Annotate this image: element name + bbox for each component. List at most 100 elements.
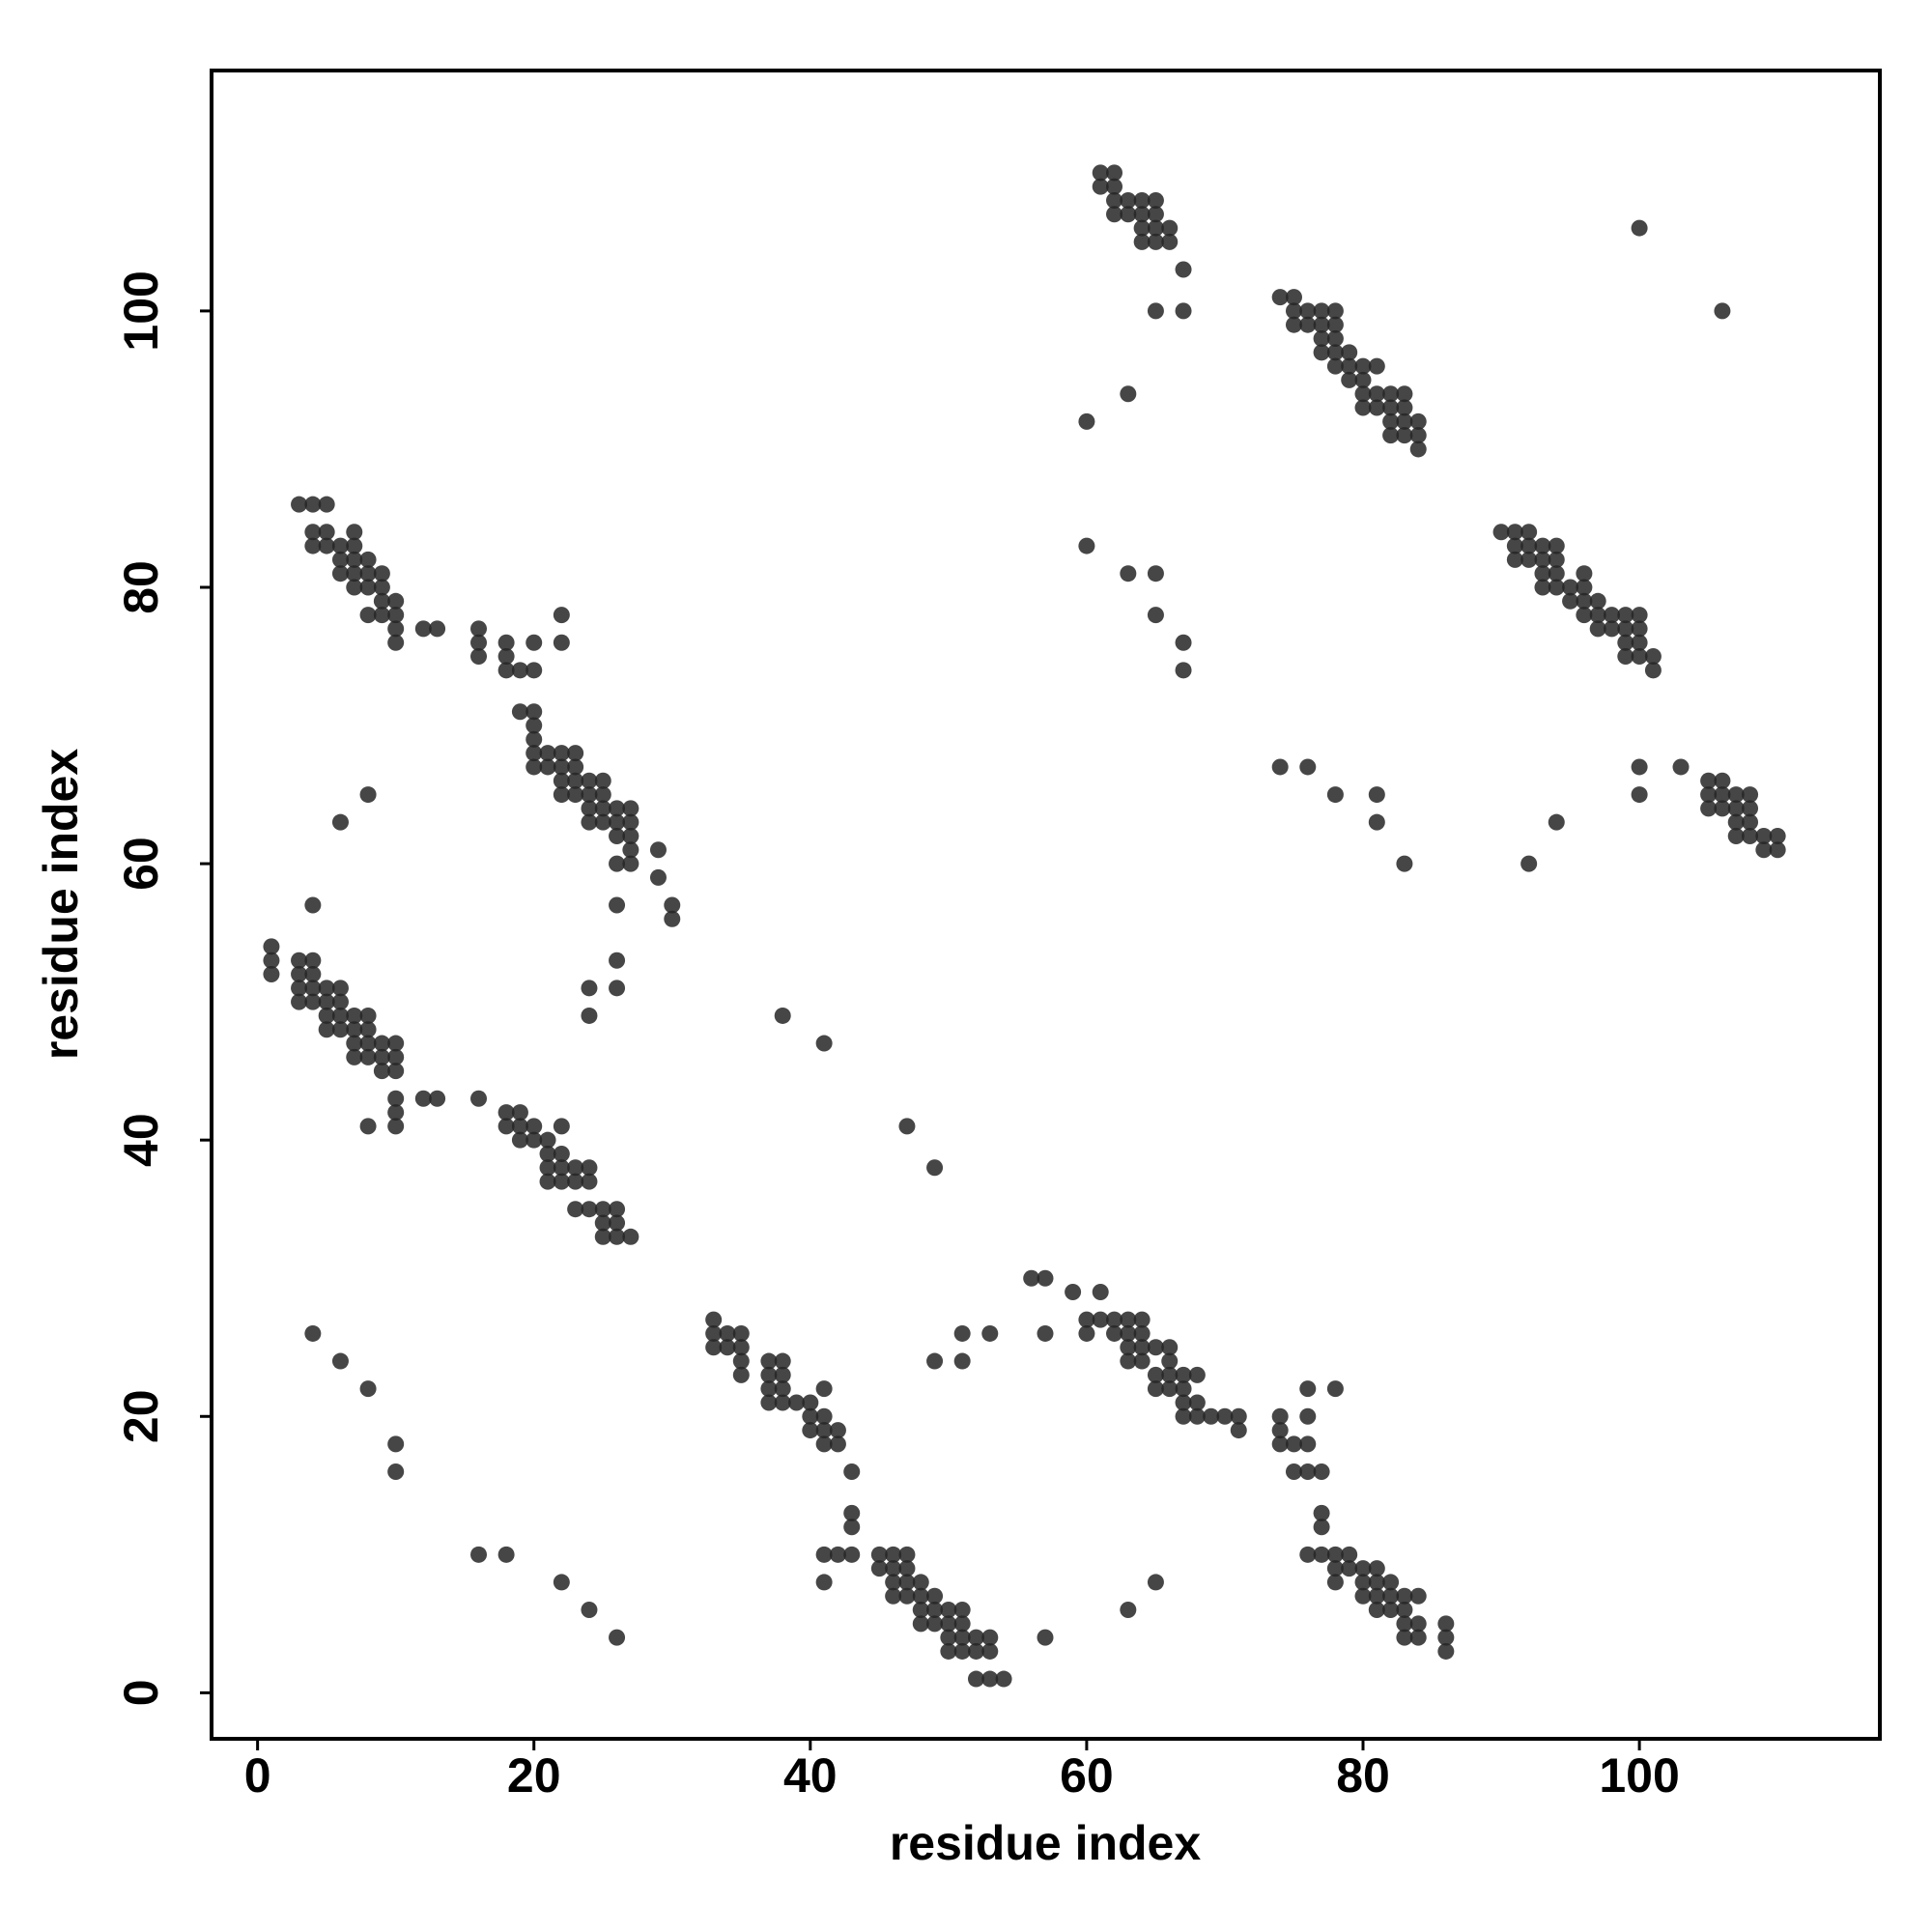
point <box>1354 357 1372 375</box>
point <box>1299 1435 1317 1453</box>
point <box>1313 1519 1330 1536</box>
point <box>1589 607 1606 624</box>
point <box>1120 1339 1137 1356</box>
point <box>1299 1380 1317 1398</box>
point <box>1147 206 1164 223</box>
point <box>1175 634 1192 651</box>
point <box>774 1366 791 1383</box>
point <box>1354 1560 1372 1577</box>
point <box>1742 827 1759 844</box>
point <box>1106 178 1123 195</box>
point <box>1313 302 1330 320</box>
point <box>1175 662 1192 679</box>
point <box>526 1118 543 1135</box>
point <box>1576 592 1593 610</box>
point <box>1147 219 1164 237</box>
point <box>387 1435 405 1453</box>
point <box>760 1352 778 1370</box>
point <box>581 1159 598 1177</box>
point <box>1576 607 1593 624</box>
point <box>622 855 639 872</box>
point <box>1326 344 1344 361</box>
point <box>387 1463 405 1480</box>
point <box>1700 772 1718 789</box>
point <box>414 620 432 638</box>
point <box>609 1201 626 1218</box>
point <box>1161 1380 1179 1398</box>
point <box>511 662 528 679</box>
point <box>1603 620 1620 638</box>
point <box>1106 206 1123 223</box>
point <box>609 980 626 997</box>
point <box>1727 813 1745 831</box>
point <box>553 1159 570 1177</box>
point <box>1326 1546 1344 1563</box>
point <box>331 980 349 997</box>
point <box>1271 758 1289 776</box>
point <box>1396 1629 1413 1646</box>
point <box>497 1546 515 1563</box>
point <box>387 620 405 638</box>
point <box>594 772 611 789</box>
point <box>1133 191 1151 209</box>
point <box>581 1007 598 1024</box>
point <box>1120 206 1137 223</box>
point <box>1106 1324 1123 1342</box>
point <box>526 703 543 721</box>
point <box>1631 607 1648 624</box>
point <box>1133 206 1151 223</box>
point <box>1175 261 1192 278</box>
point <box>567 772 584 789</box>
point <box>843 1546 861 1563</box>
point <box>1175 302 1192 320</box>
point <box>815 1546 833 1563</box>
point <box>1437 1642 1455 1660</box>
point <box>1285 1435 1302 1453</box>
point <box>1354 1587 1372 1605</box>
point <box>553 786 570 804</box>
point <box>609 813 626 831</box>
plot-frame <box>210 69 1882 1741</box>
point <box>953 1602 971 1619</box>
point <box>1755 841 1773 859</box>
point <box>953 1642 971 1660</box>
point <box>788 1394 806 1411</box>
point <box>263 952 280 969</box>
point <box>553 1173 570 1190</box>
point <box>1203 1407 1220 1425</box>
x-tick-label: 80 <box>1336 1748 1390 1803</box>
point <box>511 1131 528 1149</box>
point <box>1368 1574 1385 1591</box>
point <box>1313 316 1330 333</box>
point <box>470 648 488 666</box>
point <box>609 1629 626 1646</box>
point <box>387 1063 405 1080</box>
point <box>373 1063 390 1080</box>
point <box>885 1587 902 1605</box>
point <box>926 1587 944 1605</box>
point <box>1133 219 1151 237</box>
point <box>1492 524 1510 541</box>
point <box>1368 1560 1385 1577</box>
x-tick-label: 60 <box>1060 1748 1114 1803</box>
point <box>1534 579 1551 596</box>
point <box>304 896 322 914</box>
point <box>526 1131 543 1149</box>
point <box>346 1035 363 1052</box>
point <box>1133 1311 1151 1328</box>
point <box>346 579 363 596</box>
point <box>387 1090 405 1107</box>
point <box>497 648 515 666</box>
point <box>1023 1269 1040 1287</box>
point <box>346 1007 363 1024</box>
point <box>898 1587 916 1605</box>
point <box>1037 1324 1054 1342</box>
point <box>1161 219 1179 237</box>
point <box>1617 620 1634 638</box>
point <box>304 537 322 554</box>
point <box>870 1546 888 1563</box>
point <box>802 1394 819 1411</box>
point <box>1299 302 1317 320</box>
point <box>1299 1407 1317 1425</box>
point <box>359 579 377 596</box>
